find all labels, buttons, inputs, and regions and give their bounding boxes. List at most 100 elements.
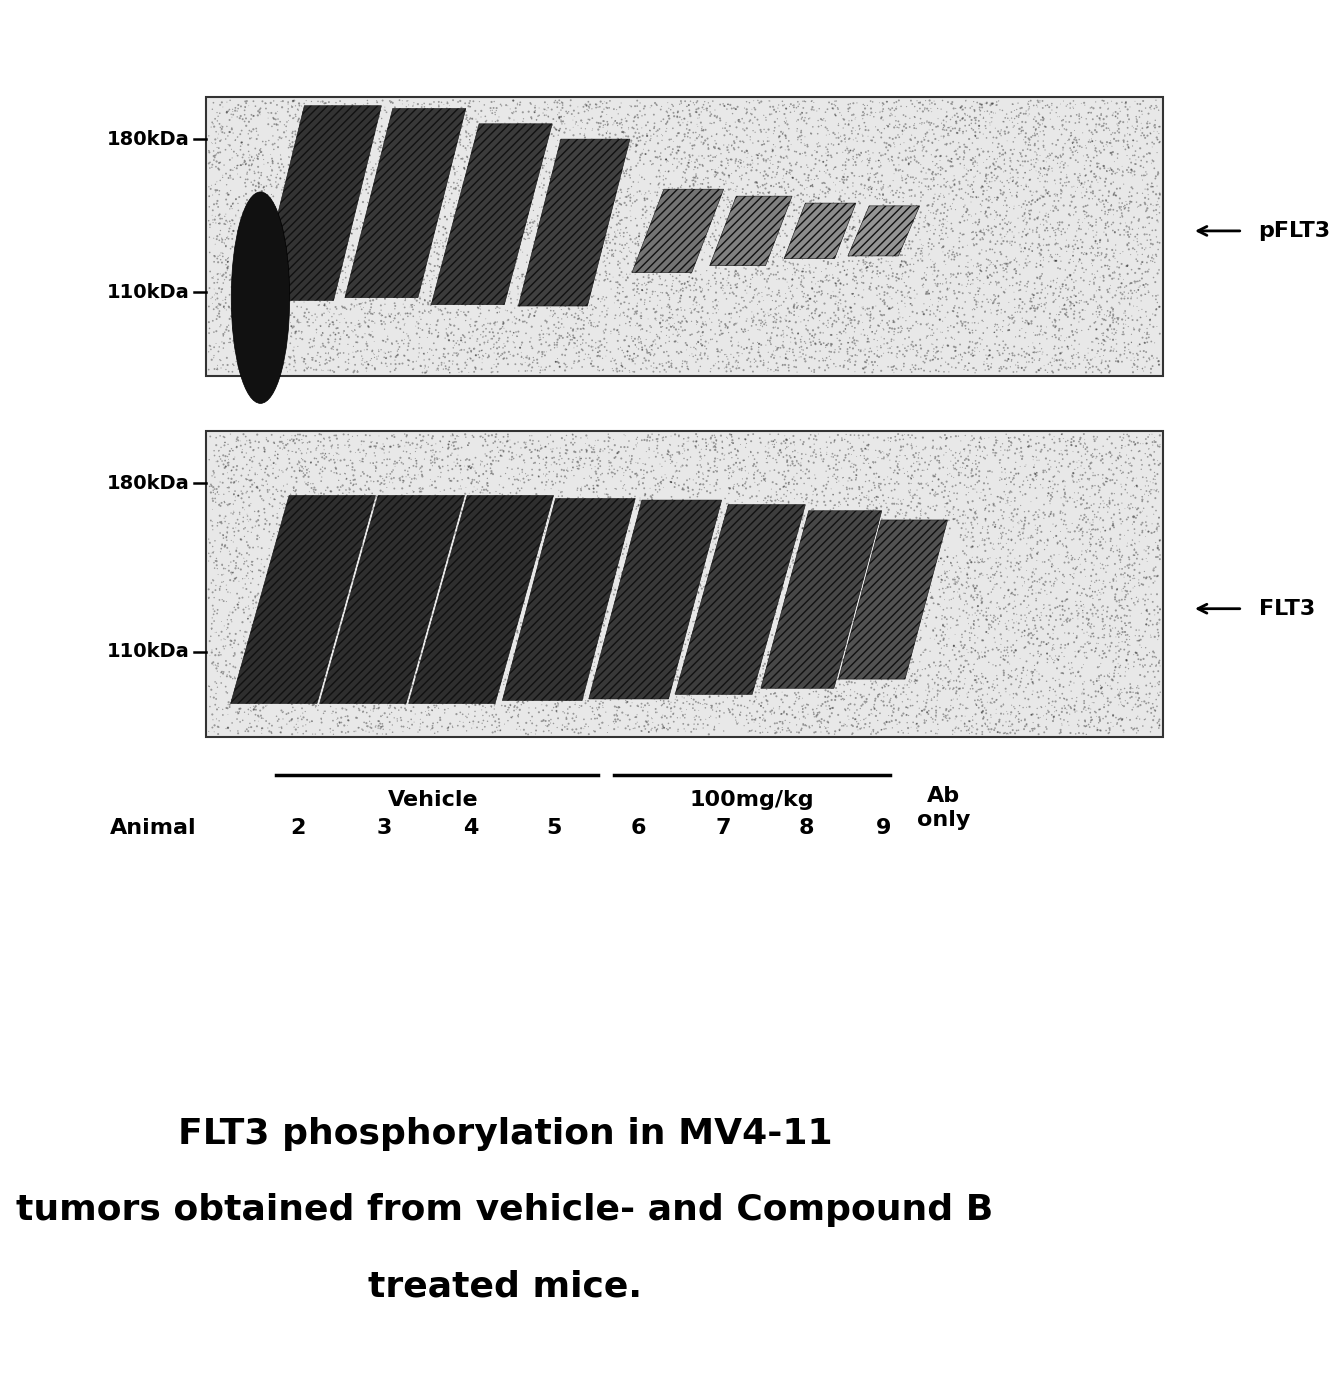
Point bbox=[892, 160, 913, 182]
Point bbox=[958, 477, 979, 499]
Point bbox=[448, 357, 469, 380]
Point bbox=[847, 92, 868, 114]
Point bbox=[397, 588, 419, 611]
Point bbox=[964, 341, 985, 363]
Point bbox=[567, 680, 589, 702]
Point bbox=[287, 600, 308, 622]
Point bbox=[654, 463, 675, 485]
Point bbox=[659, 492, 680, 515]
Point bbox=[800, 547, 821, 569]
Point bbox=[763, 547, 784, 569]
Point bbox=[274, 295, 295, 317]
Point bbox=[436, 227, 457, 249]
Point bbox=[896, 96, 917, 118]
Point bbox=[827, 510, 848, 533]
Point bbox=[832, 168, 853, 191]
Point bbox=[867, 260, 888, 282]
Point bbox=[508, 458, 529, 480]
Point bbox=[868, 243, 889, 266]
Point bbox=[666, 125, 687, 147]
Point bbox=[392, 242, 413, 264]
Point bbox=[258, 102, 279, 124]
Point bbox=[727, 273, 748, 295]
Point bbox=[986, 189, 1007, 211]
Point bbox=[958, 568, 979, 590]
Point bbox=[906, 132, 928, 154]
Point bbox=[385, 192, 407, 214]
Point bbox=[716, 360, 738, 383]
Point bbox=[211, 227, 233, 249]
Point bbox=[1053, 563, 1074, 586]
Point bbox=[307, 526, 328, 548]
Point bbox=[979, 547, 1001, 569]
Point bbox=[704, 211, 726, 234]
Point bbox=[756, 452, 777, 474]
Point bbox=[747, 549, 768, 572]
Point bbox=[971, 723, 993, 746]
Point bbox=[1027, 113, 1049, 135]
Point bbox=[932, 348, 953, 370]
Point bbox=[350, 658, 371, 680]
Point bbox=[510, 181, 532, 203]
Point bbox=[982, 537, 1003, 559]
Point bbox=[336, 668, 358, 690]
Point bbox=[924, 223, 945, 245]
Point bbox=[956, 577, 977, 600]
Point bbox=[291, 697, 312, 719]
Point bbox=[821, 633, 843, 655]
Point bbox=[306, 200, 327, 223]
Point bbox=[658, 684, 679, 707]
Point bbox=[497, 171, 518, 193]
Point bbox=[881, 257, 902, 280]
Point bbox=[792, 591, 813, 613]
Point bbox=[853, 249, 874, 271]
Point bbox=[327, 484, 348, 506]
Point bbox=[227, 93, 249, 115]
Point bbox=[872, 305, 893, 327]
Point bbox=[213, 558, 234, 580]
Point bbox=[287, 709, 308, 732]
Point bbox=[634, 294, 655, 316]
Point bbox=[421, 604, 443, 626]
Point bbox=[579, 184, 601, 206]
Point bbox=[1009, 676, 1030, 698]
Point bbox=[470, 168, 492, 191]
Point bbox=[752, 227, 773, 249]
Point bbox=[637, 122, 658, 145]
Point bbox=[1080, 527, 1102, 549]
Point bbox=[516, 541, 537, 563]
Point bbox=[874, 143, 896, 166]
Point bbox=[965, 121, 986, 143]
Point bbox=[316, 298, 338, 320]
Point bbox=[513, 691, 534, 714]
Point bbox=[1150, 196, 1171, 218]
Point bbox=[400, 491, 421, 513]
Point bbox=[518, 160, 540, 182]
Point bbox=[1001, 715, 1022, 737]
Point bbox=[466, 115, 488, 138]
Point bbox=[259, 359, 280, 381]
Point bbox=[553, 335, 574, 357]
Point bbox=[355, 292, 376, 314]
Point bbox=[460, 348, 481, 370]
Point bbox=[594, 270, 615, 292]
Point bbox=[1102, 135, 1123, 157]
Point bbox=[760, 555, 781, 577]
Point bbox=[221, 502, 242, 524]
Point bbox=[292, 193, 314, 216]
Point bbox=[1002, 469, 1023, 491]
Point bbox=[982, 501, 1003, 523]
Point bbox=[472, 164, 493, 186]
Point bbox=[747, 264, 768, 287]
Point bbox=[704, 437, 726, 459]
Point bbox=[544, 537, 565, 559]
Point bbox=[566, 195, 587, 217]
Point bbox=[416, 541, 437, 563]
Point bbox=[735, 270, 756, 292]
Point bbox=[516, 211, 537, 234]
Point bbox=[464, 274, 485, 296]
Point bbox=[863, 451, 884, 473]
Point bbox=[808, 184, 829, 206]
Point bbox=[542, 232, 563, 255]
Point bbox=[457, 510, 478, 533]
